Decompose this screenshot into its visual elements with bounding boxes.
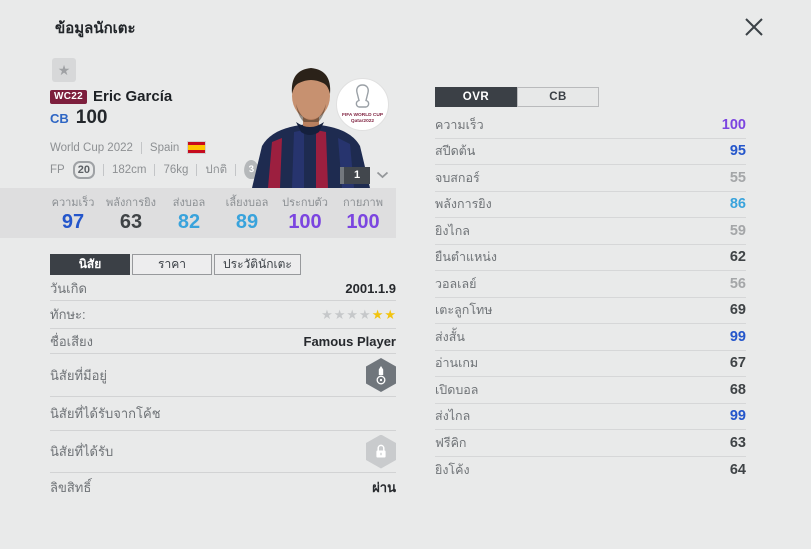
stat-row-long-passing: ส่งไกล 99 — [435, 404, 746, 430]
stat-row-penalties: เตะลูกโทษ 69 — [435, 298, 746, 324]
stat-row-crossing: เปิดบอล 68 — [435, 377, 746, 404]
star-icon: ★ — [321, 306, 333, 322]
band-stat-speed: ความเร็ว 97 — [51, 197, 95, 233]
row-trait-received: นิสัยที่ได้รับ — [50, 431, 396, 473]
divider — [235, 163, 237, 176]
stat-list: ความเร็ว 100 สปีดต้น 95 จบสกอร์ 55 พลังก… — [435, 112, 746, 483]
divider — [102, 163, 104, 176]
close-button[interactable] — [738, 13, 770, 45]
favorite-star-icon: ★ — [57, 61, 71, 78]
tab-habit[interactable]: นิสัย — [50, 254, 130, 275]
stat-row-volleys: วอลเลย์ 56 — [435, 271, 746, 298]
trait-badge-icon — [366, 358, 396, 392]
row-fame: ชื่อเสียง Famous Player — [50, 329, 396, 354]
player-position-row: CB 100 — [50, 107, 107, 129]
tab-price[interactable]: ราคา — [132, 254, 212, 275]
tab-ovr[interactable]: OVR — [435, 87, 517, 107]
card-level-selector[interactable]: 1 — [340, 166, 389, 184]
player-name-row: WC22 Eric García — [50, 88, 172, 105]
weight-value: 76kg — [163, 163, 189, 176]
band-stat-passing: ส่งบอล 82 — [172, 197, 206, 233]
wc-badge-line1: FIFA WORLD CUP — [342, 112, 384, 118]
band-stat-physical: กายภาพ 100 — [343, 197, 383, 233]
height-value: 182cm — [111, 163, 147, 176]
stat-view-tabs: OVR CB — [435, 87, 599, 107]
stat-row-free-kick: ฟรีคิก 63 — [435, 430, 746, 457]
locked-trait-icon — [366, 434, 396, 469]
stat-row-shot-power: พลังการยิง 86 — [435, 192, 746, 218]
band-stat-dribbling: เลี้ยงบอล 89 — [225, 197, 269, 233]
attribute-band: ความเร็ว 97 พลังการยิง 63 ส่งบอล 82 เลี้… — [0, 188, 396, 238]
fp-label: FP — [50, 163, 65, 176]
wc-badge-line2: Qatar2022 — [351, 118, 375, 124]
status-value: ปกติ — [205, 163, 228, 176]
divider — [140, 141, 142, 154]
divider — [154, 163, 156, 176]
star-icon: ★ — [333, 306, 346, 322]
player-position: CB — [50, 111, 69, 126]
player-meta-physical: FP 20 182cm 76kg ปกติ 3 5 — [50, 159, 284, 180]
card-level-value: 1 — [340, 166, 370, 184]
divider — [196, 163, 198, 176]
stat-row-acceleration: สปีดต้น 95 — [435, 139, 746, 165]
star-icon: ★ — [384, 306, 396, 322]
stat-row-short-passing: ส่งสั้น 99 — [435, 324, 746, 351]
stat-row-finishing: จบสกอร์ 55 — [435, 165, 746, 192]
player-meta-season: World Cup 2022 Spain — [50, 141, 207, 154]
season-label: World Cup 2022 — [50, 141, 133, 154]
player-rating: 100 — [75, 107, 108, 128]
row-trait-coach: นิสัยที่ได้รับจากโค้ช — [50, 397, 396, 431]
stat-row-long-shots: ยิงไกล 59 — [435, 218, 746, 245]
nation-label: Spain — [149, 141, 180, 154]
page-title: ข้อมูลนักเตะ — [55, 20, 136, 37]
chevron-down-icon — [376, 166, 389, 184]
world-cup-badge: FIFA WORLD CUP Qatar2022 — [335, 77, 390, 132]
skill-stars: ★ ★ ★ ★ ★ ★ — [321, 307, 396, 323]
row-skill: ทักษะ: ★ ★ ★ ★ ★ ★ — [50, 301, 396, 329]
band-stat-defending: ประกบตัว 100 — [282, 197, 328, 233]
player-name: Eric García — [92, 88, 173, 105]
band-stat-shooting: พลังการยิง 63 — [106, 197, 156, 233]
spain-flag-icon — [187, 141, 207, 154]
row-license: ลิขสิทธิ์ ผ่าน — [50, 480, 396, 495]
star-icon: ★ — [359, 306, 371, 322]
stat-row-speed: ความเร็ว 100 — [435, 112, 746, 139]
stat-row-curve: ยิงโค้ง 64 — [435, 461, 746, 478]
star-icon: ★ — [371, 306, 384, 322]
detail-tabs: นิสัย ราคา ประวัตินักเตะ — [50, 254, 301, 275]
row-trait-owned: นิสัยที่มีอยู่ — [50, 354, 396, 397]
stat-row-positioning: ยืนตำแหน่ง 62 — [435, 245, 746, 271]
detail-list: วันเกิด 2001.1.9 ทักษะ: ★ ★ ★ ★ ★ ★ ชื่อ… — [50, 277, 396, 502]
star-icon: ★ — [346, 306, 359, 322]
close-icon — [741, 14, 767, 45]
stat-row-vision: อ่านเกม 67 — [435, 351, 746, 377]
fp-value-badge: 20 — [72, 160, 95, 179]
tab-history[interactable]: ประวัตินักเตะ — [214, 254, 301, 275]
row-birthdate: วันเกิด 2001.1.9 — [50, 277, 396, 301]
favorite-button[interactable]: ★ — [52, 58, 76, 82]
tab-position-cb[interactable]: CB — [517, 87, 599, 107]
season-badge: WC22 — [50, 89, 87, 104]
